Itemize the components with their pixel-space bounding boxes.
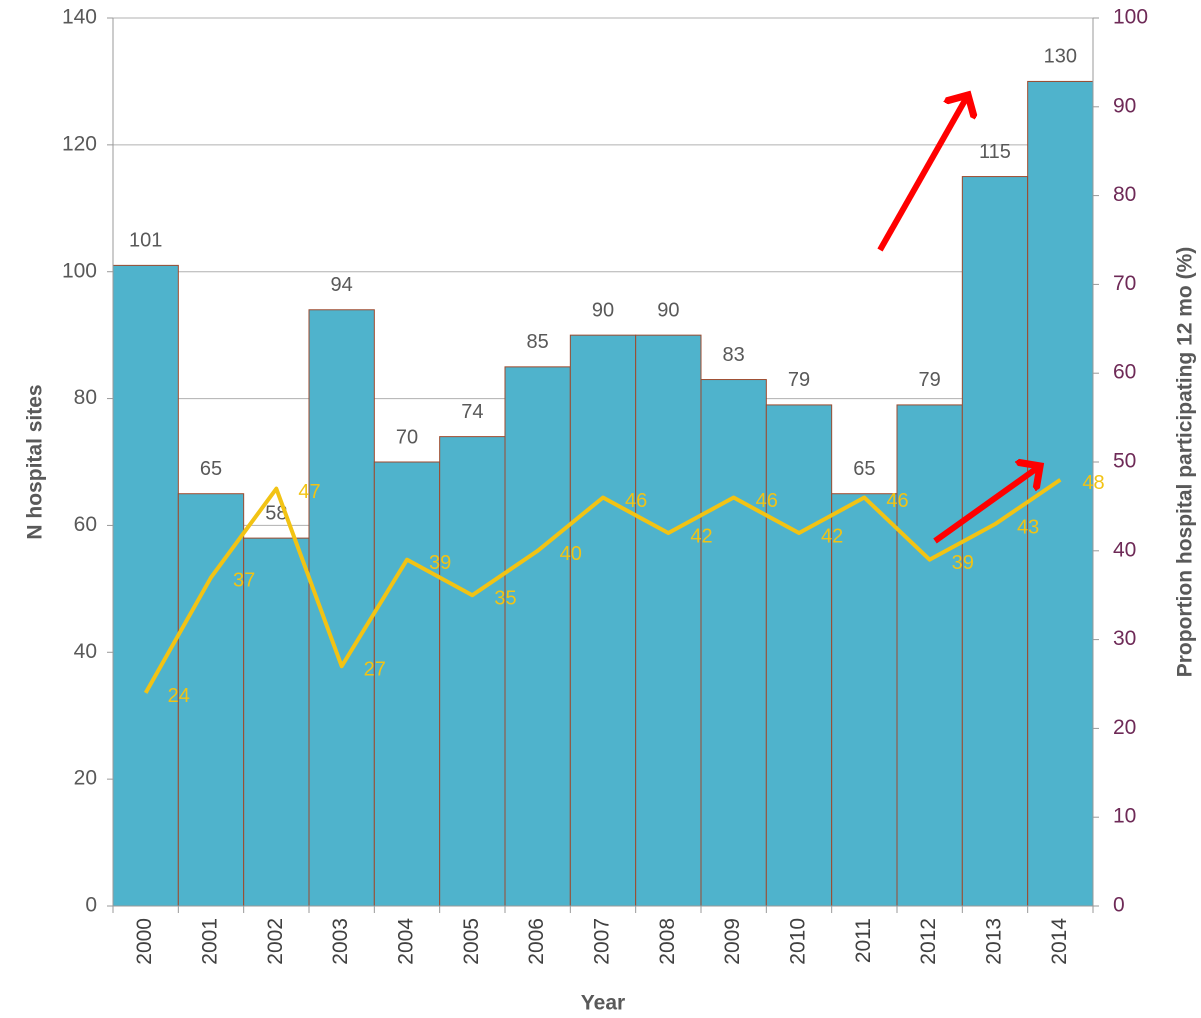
bar: [831, 493, 898, 907]
y-tick-label: 140: [62, 6, 97, 29]
y2-tick-label: 80: [1113, 183, 1136, 206]
y2-tick-label: 40: [1113, 538, 1136, 561]
annotation-arrow: [877, 95, 968, 252]
line-value-label: 24: [168, 685, 190, 707]
bar-value-label: 65: [200, 458, 222, 480]
bar-value-label: 70: [396, 426, 418, 448]
y2-tick-label: 30: [1113, 627, 1136, 650]
x-tick-label: 2007: [591, 918, 614, 965]
bar: [896, 404, 963, 907]
bar-value-label: 65: [853, 458, 875, 480]
line-value-label: 48: [1082, 472, 1104, 494]
bar-value-label: 79: [919, 369, 941, 391]
y-tick-label: 0: [85, 894, 97, 917]
line-value-label: 39: [952, 552, 974, 574]
bar: [700, 379, 767, 907]
bar-value-label: 74: [461, 401, 483, 423]
y2-tick-label: 50: [1113, 450, 1136, 473]
line-value-label: 46: [886, 490, 908, 512]
y2-tick-label: 20: [1113, 716, 1136, 739]
line-value-label: 46: [625, 490, 647, 512]
y-tick-label: 60: [74, 513, 97, 536]
line-value-label: 35: [494, 587, 516, 609]
x-tick-label: 2001: [199, 918, 222, 965]
y2-tick-label: 60: [1113, 361, 1136, 384]
x-tick-label: 2003: [329, 918, 352, 965]
bar-value-label: 83: [723, 344, 745, 366]
line-value-label: 47: [298, 481, 320, 503]
bar: [504, 366, 571, 907]
bar: [961, 176, 1029, 907]
x-tick-label: 2009: [721, 918, 744, 965]
y2-tick-label: 90: [1113, 94, 1136, 117]
x-tick-label: 2005: [460, 918, 483, 965]
y-axis-title: N hospital sites: [24, 384, 47, 539]
bar: [765, 404, 833, 907]
x-tick-label: 2006: [525, 918, 548, 965]
bar-value-label: 90: [657, 299, 679, 321]
bar-value-label: 94: [331, 274, 353, 296]
y-tick-label: 80: [74, 386, 97, 409]
y2-tick-label: 100: [1113, 6, 1148, 29]
y2-tick-label: 70: [1113, 272, 1136, 295]
x-tick-label: 2013: [983, 918, 1006, 965]
y-tick-label: 20: [74, 767, 97, 790]
bar-value-label: 101: [129, 230, 162, 252]
line-value-label: 40: [560, 543, 582, 565]
line-value-label: 27: [364, 659, 386, 681]
bar: [243, 537, 310, 907]
x-tick-label: 2002: [264, 918, 287, 965]
x-tick-label: 2011: [852, 918, 875, 963]
bar: [439, 436, 506, 907]
y2-axis-title: Proportion hospital participating 12 mo …: [1174, 247, 1197, 678]
line-value-label: 42: [821, 525, 843, 547]
x-tick-label: 2014: [1048, 918, 1071, 965]
y2-tick-label: 0: [1113, 894, 1125, 917]
bar-value-label: 79: [788, 369, 810, 391]
bar-value-label: 85: [527, 331, 549, 353]
x-tick-label: 2012: [917, 918, 940, 965]
line-value-label: 43: [1017, 516, 1039, 538]
line-value-label: 46: [756, 490, 778, 512]
x-axis-title: Year: [581, 992, 625, 1015]
line-value-label: 42: [690, 525, 712, 547]
bar: [373, 461, 441, 907]
x-tick-label: 2010: [787, 918, 810, 965]
bar: [635, 334, 702, 907]
annotation-arrow: [933, 466, 1040, 544]
bar: [569, 334, 637, 907]
bar-value-label: 130: [1044, 46, 1077, 68]
y-tick-label: 40: [74, 640, 97, 663]
line-value-label: 39: [429, 552, 451, 574]
bar-value-label: 115: [979, 141, 1011, 163]
y-tick-label: 100: [62, 259, 97, 282]
line: [143, 478, 1062, 694]
y2-tick-label: 10: [1113, 805, 1136, 828]
x-tick-label: 2008: [656, 918, 679, 965]
line-value-label: 37: [233, 570, 255, 592]
x-tick-label: 2004: [395, 918, 418, 965]
bar: [112, 264, 179, 907]
bar-value-label: 90: [592, 299, 614, 321]
y-tick-label: 120: [62, 132, 97, 155]
plot-area: 0 20 40 60 80 100 120 140 0 10 20 30 40 50 60 70 80 90 100…: [62, 6, 1148, 965]
x-tick-label: 2000: [133, 918, 156, 965]
